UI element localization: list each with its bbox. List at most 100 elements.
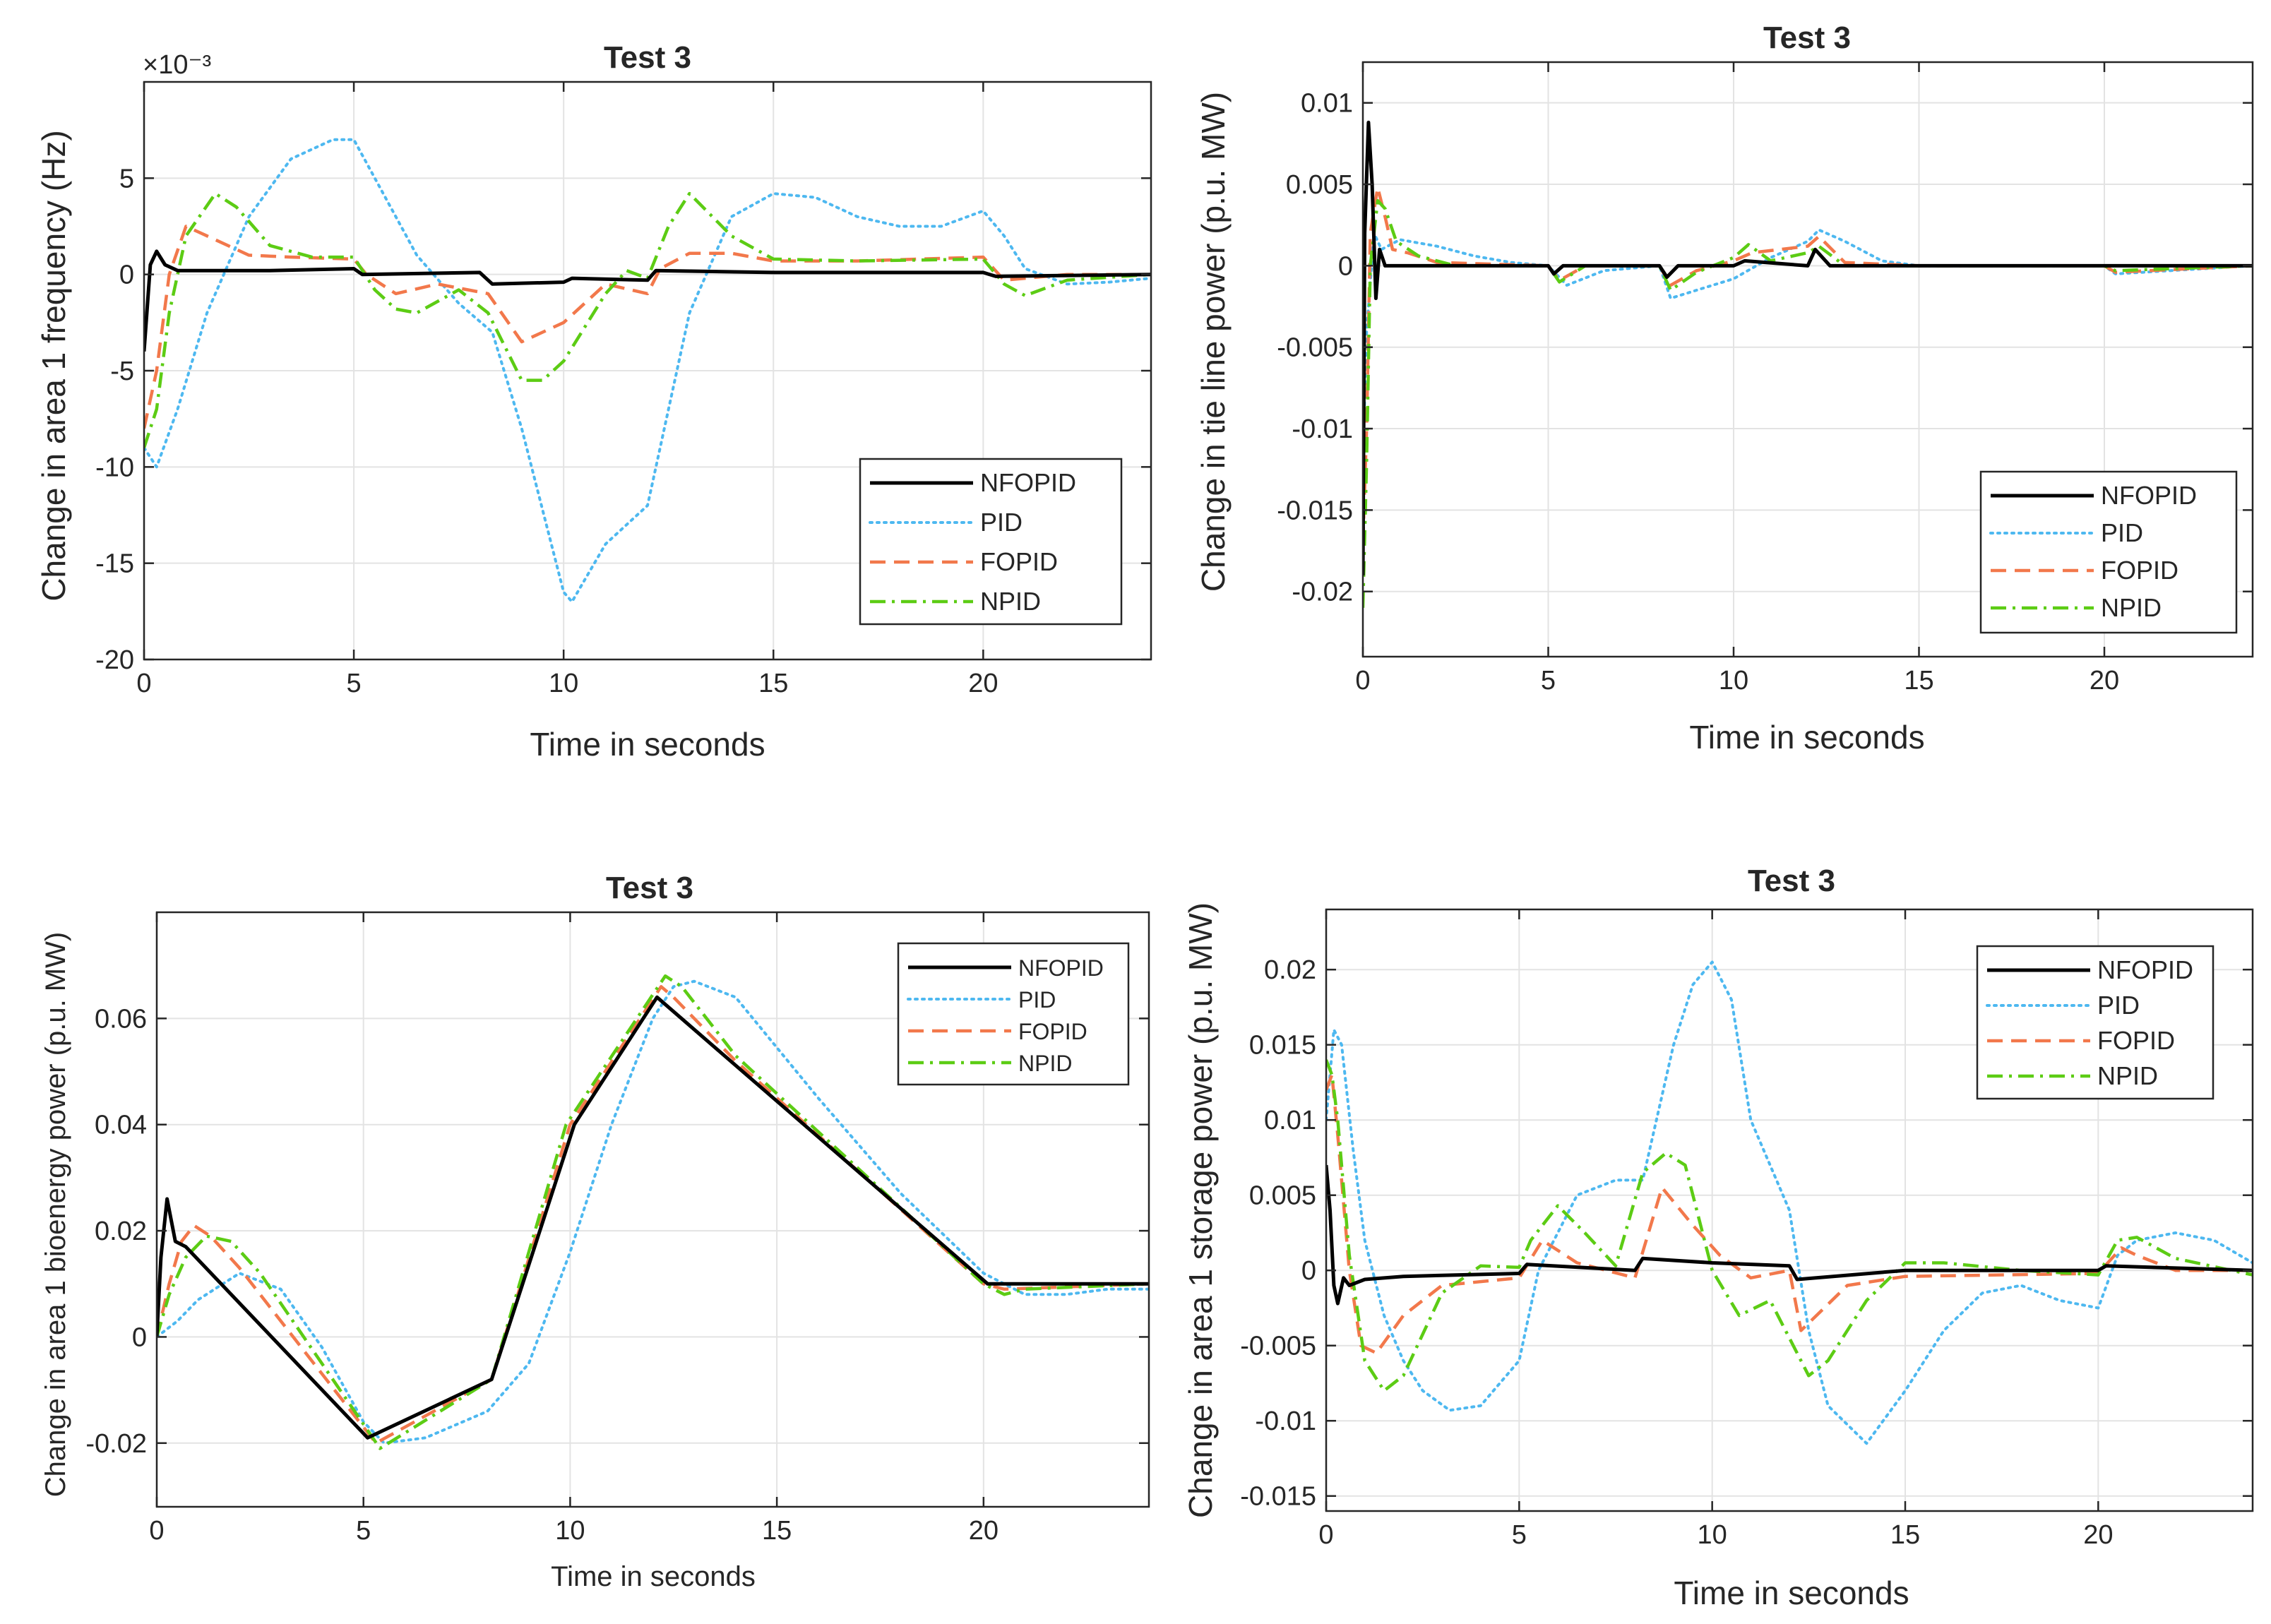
- y-tick-label: -20: [95, 645, 134, 675]
- legend-label-nfopid: NFOPID: [980, 468, 1076, 497]
- series-line-nfopid: [157, 995, 1149, 1440]
- x-axis-label: Time in seconds: [551, 1561, 756, 1592]
- y-tick-label: -5: [110, 357, 134, 386]
- chart-title: Test 3: [1763, 20, 1851, 55]
- legend-label-nfopid: NFOPID: [2097, 955, 2193, 984]
- x-tick-label: 0: [149, 1516, 164, 1546]
- legend-label-pid: PID: [1018, 987, 1056, 1013]
- y-tick-label: 0: [119, 261, 134, 290]
- x-axis-label: Time in seconds: [1674, 1575, 1909, 1611]
- chart-title: Test 3: [606, 871, 693, 905]
- y-tick-label: -0.02: [85, 1429, 147, 1459]
- y-tick-label: 0.015: [1249, 1031, 1316, 1061]
- x-tick-label: 20: [2090, 666, 2119, 695]
- legend-label-npid: NPID: [980, 587, 1041, 616]
- x-tick-label: 10: [555, 1516, 585, 1546]
- y-tick-label: 0.02: [95, 1217, 147, 1246]
- legend-label-pid: PID: [980, 508, 1023, 537]
- x-tick-label: 0: [1355, 666, 1370, 695]
- series-line-fopid: [144, 225, 1151, 429]
- legend: NFOPID PID FOPID NPID: [1976, 945, 2215, 1100]
- legend-label-fopid: FOPID: [2101, 556, 2178, 585]
- series-line-pid: [1363, 228, 2253, 463]
- legend-label-fopid: FOPID: [980, 547, 1058, 576]
- y-tick-label: 0: [1338, 251, 1353, 281]
- chart-title: Test 3: [604, 40, 691, 75]
- x-tick-label: 15: [1890, 1520, 1920, 1550]
- y-tick-label: 0.01: [1301, 89, 1353, 119]
- chart-bioenergy-power: Test 3 Time in seconds Change in area 1 …: [40, 871, 1150, 1592]
- x-tick-label: 0: [136, 669, 151, 698]
- x-tick-label: 15: [762, 1516, 792, 1546]
- legend-label-fopid: FOPID: [1018, 1019, 1087, 1044]
- x-tick-label: 10: [1719, 666, 1748, 695]
- x-tick-label: 5: [356, 1516, 371, 1546]
- y-tick-label: 0: [132, 1323, 147, 1352]
- y-tick-label: 0.06: [95, 1004, 147, 1034]
- legend-label-fopid: FOPID: [2097, 1026, 2175, 1055]
- legend-box: [1979, 470, 2238, 634]
- y-tick-label: 0: [1301, 1256, 1316, 1286]
- series-line-npid: [144, 191, 1151, 448]
- y-exponent: ×10⁻³: [143, 50, 211, 80]
- legend-label-pid: PID: [2097, 991, 2140, 1020]
- y-tick-label: -0.01: [1292, 414, 1353, 444]
- chart-tie-line-power: Test 3 Time in seconds Change in tie lin…: [1195, 20, 2254, 756]
- y-axis-label: Change in area 1 frequency (Hz): [35, 130, 72, 601]
- series-line-nfopid: [1363, 120, 2253, 575]
- x-axis-label: Time in seconds: [530, 726, 765, 763]
- legend-label-npid: NPID: [2101, 593, 2162, 622]
- legend-box: [859, 458, 1123, 626]
- series-line-pid: [157, 979, 1149, 1445]
- axes-frame: [143, 80, 1152, 661]
- x-tick-label: 20: [2083, 1520, 2113, 1550]
- x-tick-label: 15: [758, 669, 788, 698]
- y-tick-label: 5: [119, 164, 134, 193]
- legend-label-npid: NPID: [1018, 1051, 1072, 1076]
- chart-frequency: Test 3 ×10⁻³ Time in seconds Change in a…: [35, 40, 1152, 763]
- series-line-nfopid: [144, 249, 1151, 352]
- y-axis-label: Change in area 1 storage power (p.u. MW): [1182, 902, 1219, 1518]
- y-tick-label: 0.04: [95, 1111, 147, 1140]
- x-axis-label: Time in seconds: [1689, 719, 1924, 756]
- series-line-nfopid: [1326, 1164, 2253, 1306]
- x-tick-label: 20: [969, 1516, 999, 1546]
- y-axis-label: Change in tie line power (p.u. MW): [1195, 92, 1232, 592]
- axes-frame: [1325, 908, 2254, 1512]
- y-tick-label: 0.005: [1286, 170, 1353, 200]
- y-tick-label: -0.01: [1255, 1407, 1316, 1436]
- y-tick-label: -0.02: [1292, 578, 1353, 607]
- series-line-pid: [144, 138, 1151, 604]
- y-tick-label: -10: [95, 453, 134, 482]
- series-line-npid: [1326, 1059, 2253, 1392]
- x-tick-label: 10: [1698, 1520, 1727, 1550]
- y-tick-label: -0.015: [1277, 496, 1353, 525]
- x-tick-label: 20: [968, 669, 998, 698]
- legend: NFOPID PID FOPID NPID: [859, 458, 1123, 626]
- y-tick-label: -0.005: [1277, 333, 1353, 363]
- x-tick-label: 5: [1512, 1520, 1527, 1550]
- axes-frame: [155, 911, 1150, 1508]
- y-tick-label: -15: [95, 549, 134, 579]
- chart-storage-power: Test 3 Time in seconds Change in area 1 …: [1182, 864, 2254, 1611]
- legend-label-nfopid: NFOPID: [2101, 481, 2197, 510]
- legend: NFOPID PID FOPID NPID: [897, 942, 1130, 1086]
- chart-title: Test 3: [1748, 864, 1835, 898]
- legend-label-nfopid: NFOPID: [1018, 955, 1104, 981]
- y-tick-label: 0.01: [1264, 1106, 1316, 1135]
- x-tick-label: 15: [1904, 666, 1933, 695]
- series-line-pid: [1326, 960, 2253, 1445]
- x-tick-label: 5: [1541, 666, 1556, 695]
- legend-label-npid: NPID: [2097, 1061, 2158, 1090]
- y-axis-label: Change in area 1 bioenergy power (p.u. M…: [40, 932, 71, 1497]
- y-tick-label: 0.02: [1264, 955, 1316, 985]
- axes-frame: [1361, 61, 2254, 658]
- legend-label-pid: PID: [2101, 518, 2143, 547]
- y-tick-label: -0.005: [1240, 1332, 1316, 1361]
- x-tick-label: 5: [347, 669, 362, 698]
- series-line-npid: [157, 974, 1149, 1450]
- x-tick-label: 10: [549, 669, 578, 698]
- legend: NFOPID PID FOPID NPID: [1979, 470, 2238, 634]
- x-tick-label: 0: [1318, 1520, 1333, 1550]
